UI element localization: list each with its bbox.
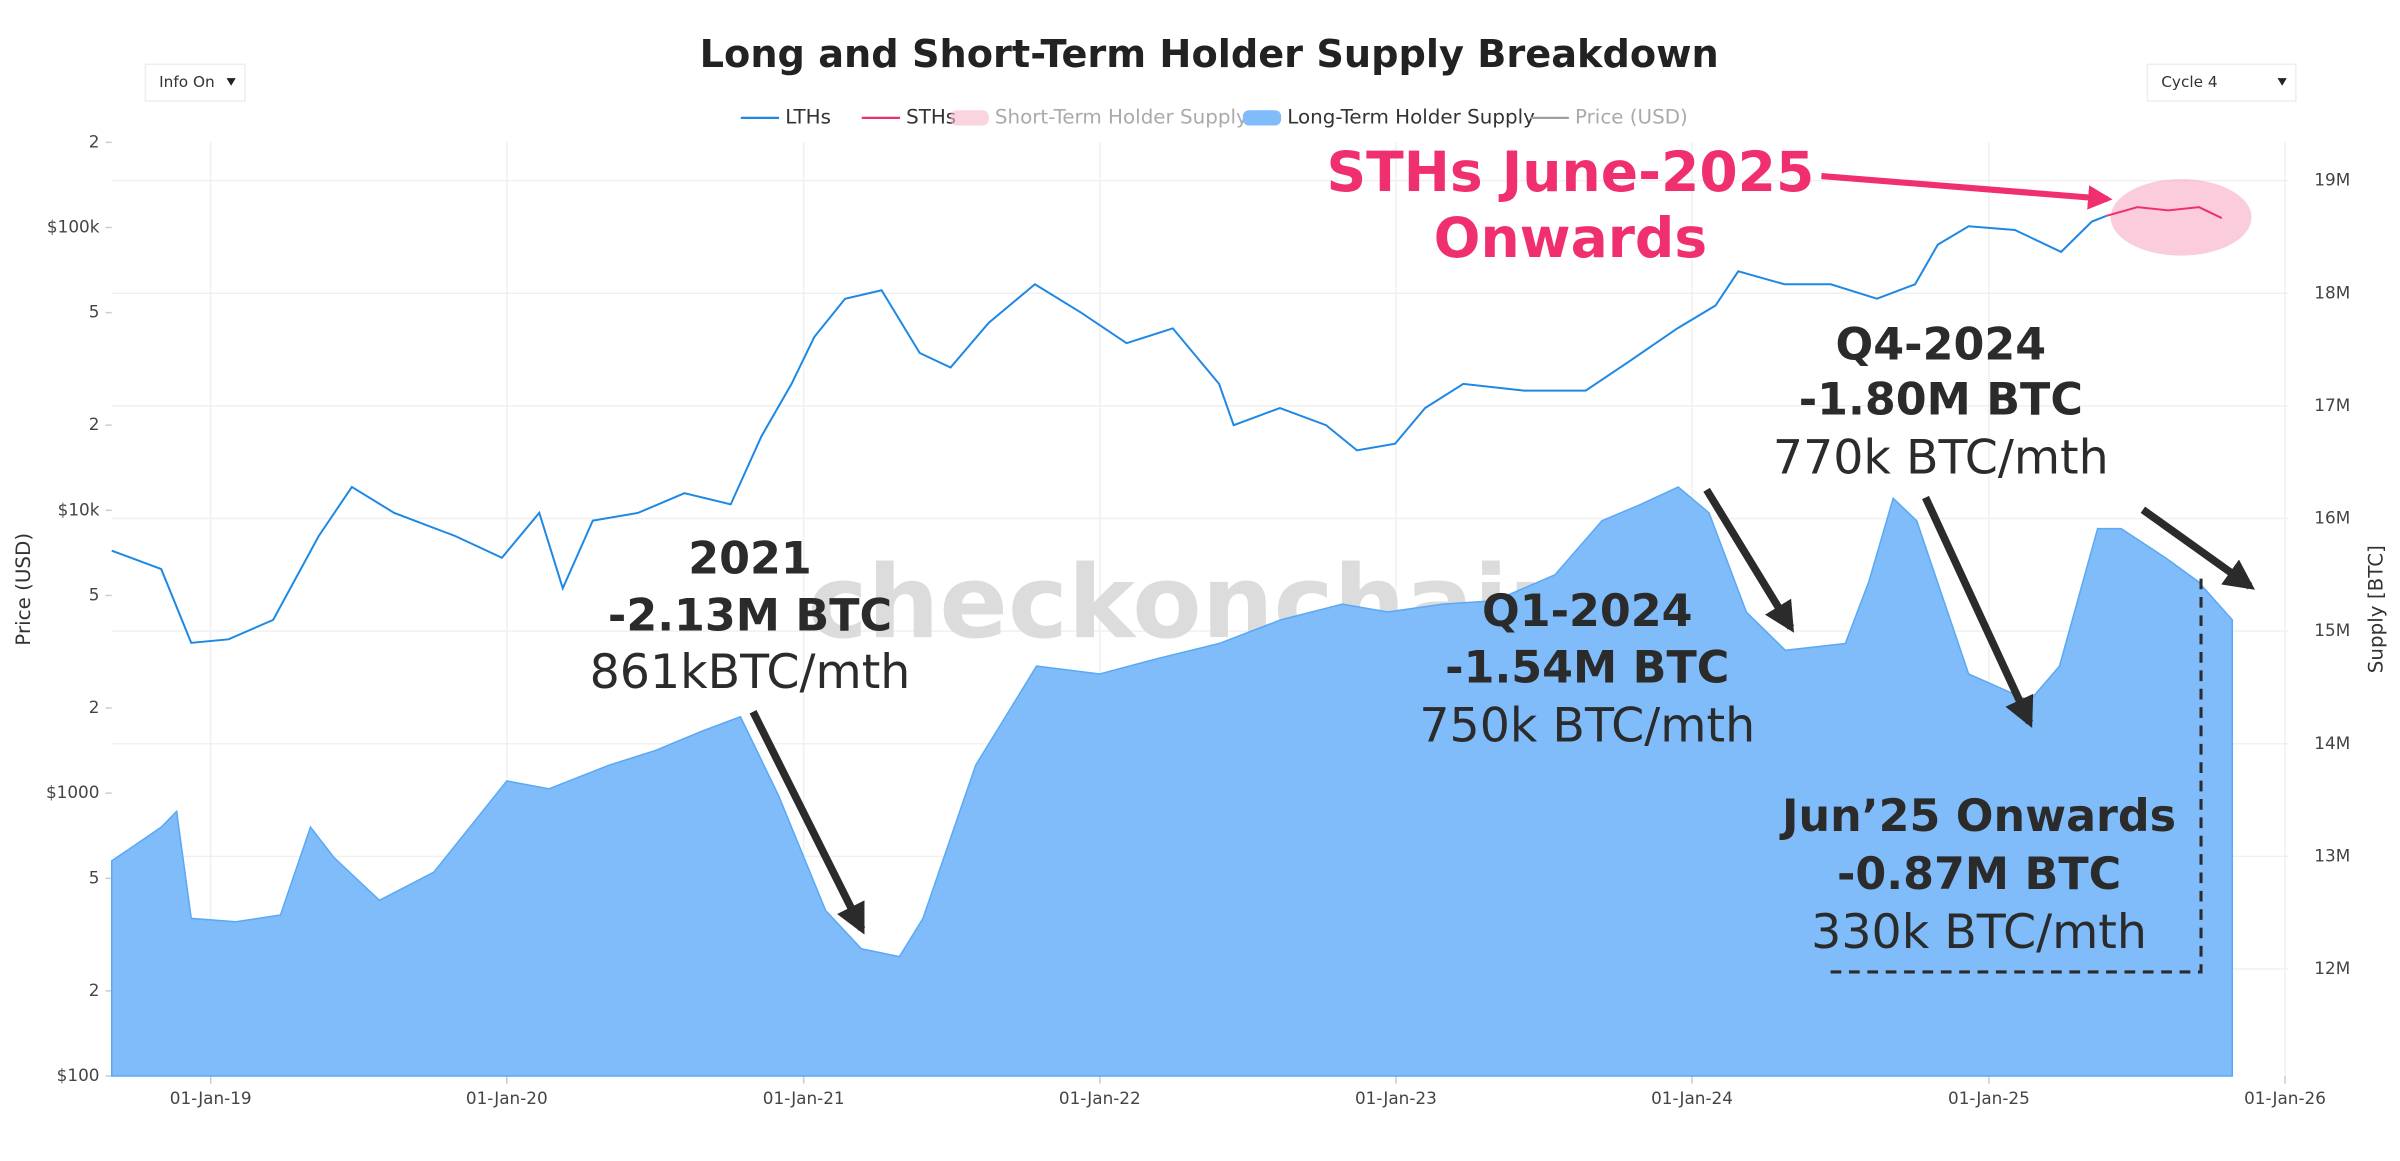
y-tick-label: 2 xyxy=(89,414,100,434)
annotation: -2.13M BTC xyxy=(608,590,892,641)
y-tick-label: $100 xyxy=(57,1065,100,1085)
x-tick-label: 01-Jan-20 xyxy=(466,1088,548,1108)
y2-tick-label: 14M xyxy=(2314,733,2350,753)
y2-tick-label: 12M xyxy=(2314,958,2350,978)
annotation: -1.54M BTC xyxy=(1445,642,1729,693)
arrow xyxy=(1703,487,1795,633)
dropdown-label[interactable]: Cycle 4 xyxy=(2161,73,2217,91)
arrows xyxy=(749,172,2255,974)
annotation: 770k BTC/mth xyxy=(1773,431,2109,486)
y2-axis-title: Supply [BTC] xyxy=(2365,545,2388,673)
dropdown[interactable]: Cycle 4 xyxy=(2146,63,2297,102)
y-tick-label: 5 xyxy=(89,867,100,887)
y-axis-title: Price (USD) xyxy=(12,533,35,646)
bracket xyxy=(1824,578,2203,974)
legend: LTHs STHs Short-Term Holder Supply Long-Ter… xyxy=(740,105,1688,128)
y2-tick-label: 15M xyxy=(2314,620,2350,640)
legend-swatch xyxy=(950,110,989,126)
x-tick-label: 01-Jan-19 xyxy=(170,1088,252,1108)
y-tick-label: 2 xyxy=(89,980,100,1000)
x-tick-label: 01-Jan-22 xyxy=(1059,1088,1141,1108)
y-tick-label: 2 xyxy=(89,697,100,717)
x-tick-label: 01-Jan-23 xyxy=(1355,1088,1437,1108)
annotation: 750k BTC/mth xyxy=(1419,699,1755,754)
y2-tick-label: 19M xyxy=(2314,170,2350,190)
line xyxy=(2106,206,2223,219)
y-tick-label: $100k xyxy=(47,217,100,237)
annotation: Onwards xyxy=(1434,206,1708,270)
y-tick-label: $10k xyxy=(58,499,100,519)
x-tick-label: 01-Jan-25 xyxy=(1948,1088,2030,1108)
y2-tick-label: 17M xyxy=(2314,395,2350,415)
annotation: 2021 xyxy=(688,534,812,585)
x-tick-label: 01-Jan-21 xyxy=(763,1088,845,1108)
annotation: -1.80M BTC xyxy=(1799,375,2083,426)
legend-label: Short-Term Holder Supply xyxy=(995,105,1248,128)
y-tick-label: 5 xyxy=(89,302,100,322)
annotation: Q1-2024 xyxy=(1482,586,1693,637)
y2-tick-label: 16M xyxy=(2314,508,2350,528)
arrow xyxy=(2140,506,2255,590)
legend-label: Long-Term Holder Supply xyxy=(1287,105,1535,128)
dropdown[interactable]: Info On xyxy=(144,63,246,102)
dropdown-label[interactable]: Info On xyxy=(159,73,215,91)
x-tick-label: 01-Jan-24 xyxy=(1651,1088,1733,1108)
line xyxy=(111,214,2107,644)
legend-label: Price (USD) xyxy=(1575,105,1688,128)
y-tick-label: 5 xyxy=(89,584,100,604)
arrow xyxy=(749,710,866,935)
legend-label: STHs xyxy=(906,105,956,128)
annotation: Jun’25 Onwards xyxy=(1779,791,2176,842)
x-tick-label: 01-Jan-26 xyxy=(2244,1088,2326,1108)
annotation: Q4-2024 xyxy=(1836,319,2047,370)
area xyxy=(110,486,2234,1077)
y2-tick-label: 18M xyxy=(2314,282,2350,302)
legend-swatch xyxy=(1242,110,1282,126)
highlight xyxy=(2110,179,2252,256)
arrow xyxy=(1821,172,2113,210)
chart-title: Long and Short-Term Holder Supply Breakd… xyxy=(700,32,1719,77)
y2-tick-label: 13M xyxy=(2314,845,2350,865)
arrow xyxy=(1922,495,2034,729)
plot xyxy=(110,486,2234,1077)
y-tick-label: $1000 xyxy=(46,782,100,802)
annotation: -0.87M BTC xyxy=(1837,849,2121,900)
legend-label: LTHs xyxy=(785,105,831,128)
annotation: 861kBTC/mth xyxy=(590,645,911,700)
annotation: STHs June-2025 xyxy=(1326,140,1814,204)
annotation: 330k BTC/mth xyxy=(1811,905,2147,960)
y-tick-label: 2 xyxy=(89,131,100,151)
